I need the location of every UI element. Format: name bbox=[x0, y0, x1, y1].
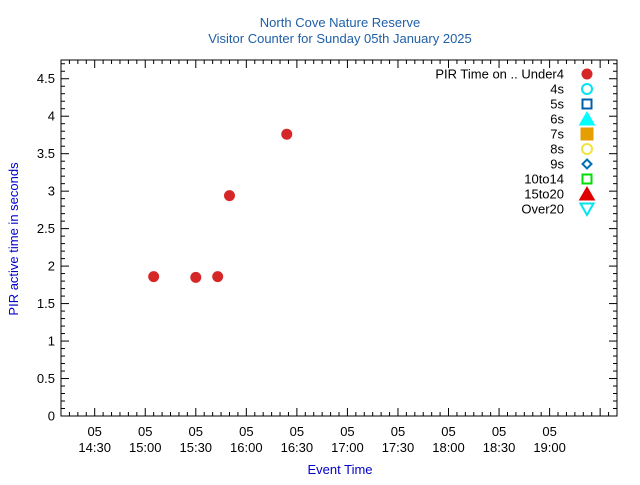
legend-label: 9s bbox=[550, 157, 564, 172]
legend-marker bbox=[578, 202, 596, 218]
x-tick-label-time: 15:30 bbox=[180, 440, 213, 455]
x-tick-label-day: 05 bbox=[189, 424, 203, 439]
legend-label: Over20 bbox=[521, 202, 564, 217]
legend-label: 8s bbox=[550, 142, 564, 157]
plot-frame bbox=[60, 59, 618, 417]
y-tick-label: 4.5 bbox=[37, 71, 55, 86]
legend-marker bbox=[581, 173, 593, 185]
data-point bbox=[223, 190, 235, 202]
x-tick-label-time: 17:30 bbox=[382, 440, 415, 455]
y-tick-label: 2.5 bbox=[37, 221, 55, 236]
x-tick-label-day: 05 bbox=[239, 424, 253, 439]
points-layer bbox=[148, 128, 293, 283]
legend-marker bbox=[581, 143, 593, 155]
legend: PIR Time on .. Under44s5s6s7s8s9s10to141… bbox=[435, 67, 596, 218]
y-tick-label: 1.5 bbox=[37, 296, 55, 311]
legend-label: 10to14 bbox=[524, 172, 564, 187]
legend-marker bbox=[578, 185, 596, 201]
x-axis-label: Event Time bbox=[307, 462, 372, 477]
x-tick-label-time: 18:00 bbox=[432, 440, 465, 455]
x-tick-label-day: 05 bbox=[87, 424, 101, 439]
y-tick-label: 1 bbox=[48, 334, 55, 349]
legend-marker bbox=[581, 68, 593, 80]
y-tick-label: 4 bbox=[48, 109, 55, 124]
x-tick-label-time: 15:00 bbox=[129, 440, 162, 455]
x-tick-label-day: 05 bbox=[391, 424, 405, 439]
x-tick-label-time: 17:00 bbox=[331, 440, 364, 455]
legend-marker bbox=[581, 158, 593, 170]
y-tick-label: 3 bbox=[48, 184, 55, 199]
legend-marker bbox=[581, 98, 593, 110]
legend-label: 6s bbox=[550, 112, 564, 127]
y-tick-label: 3.5 bbox=[37, 146, 55, 161]
chart-title: North Cove Nature Reserve bbox=[260, 15, 420, 30]
x-tick-label-day: 05 bbox=[340, 424, 354, 439]
data-point bbox=[281, 128, 293, 140]
y-tick-label: 2 bbox=[48, 259, 55, 274]
y-axis-label: PIR active time in seconds bbox=[6, 162, 21, 316]
legend-label: PIR Time on .. Under4 bbox=[435, 67, 564, 82]
x-tick-label-time: 19:00 bbox=[533, 440, 566, 455]
legend-label: 5s bbox=[550, 97, 564, 112]
y-tick-label: 0 bbox=[48, 409, 55, 424]
data-point bbox=[148, 271, 160, 283]
x-tick-label-day: 05 bbox=[138, 424, 152, 439]
y-tick-label: 0.5 bbox=[37, 371, 55, 386]
legend-marker bbox=[581, 83, 593, 95]
legend-marker bbox=[580, 127, 594, 141]
legend-label: 7s bbox=[550, 127, 564, 142]
axes-layer: 0514:300515:000515:300516:000516:300517:… bbox=[37, 59, 618, 455]
data-point bbox=[190, 271, 202, 283]
chart-subtitle: Visitor Counter for Sunday 05th January … bbox=[208, 31, 472, 46]
legend-label: 15to20 bbox=[524, 187, 564, 202]
x-tick-label-time: 16:00 bbox=[230, 440, 263, 455]
x-tick-label-day: 05 bbox=[441, 424, 455, 439]
data-point bbox=[212, 271, 224, 283]
legend-label: 4s bbox=[550, 82, 564, 97]
x-tick-label-day: 05 bbox=[542, 424, 556, 439]
x-tick-label-day: 05 bbox=[492, 424, 506, 439]
x-tick-label-day: 05 bbox=[290, 424, 304, 439]
x-tick-label-time: 14:30 bbox=[78, 440, 111, 455]
x-tick-label-time: 16:30 bbox=[281, 440, 314, 455]
legend-marker bbox=[578, 110, 596, 126]
x-tick-label-time: 18:30 bbox=[483, 440, 516, 455]
